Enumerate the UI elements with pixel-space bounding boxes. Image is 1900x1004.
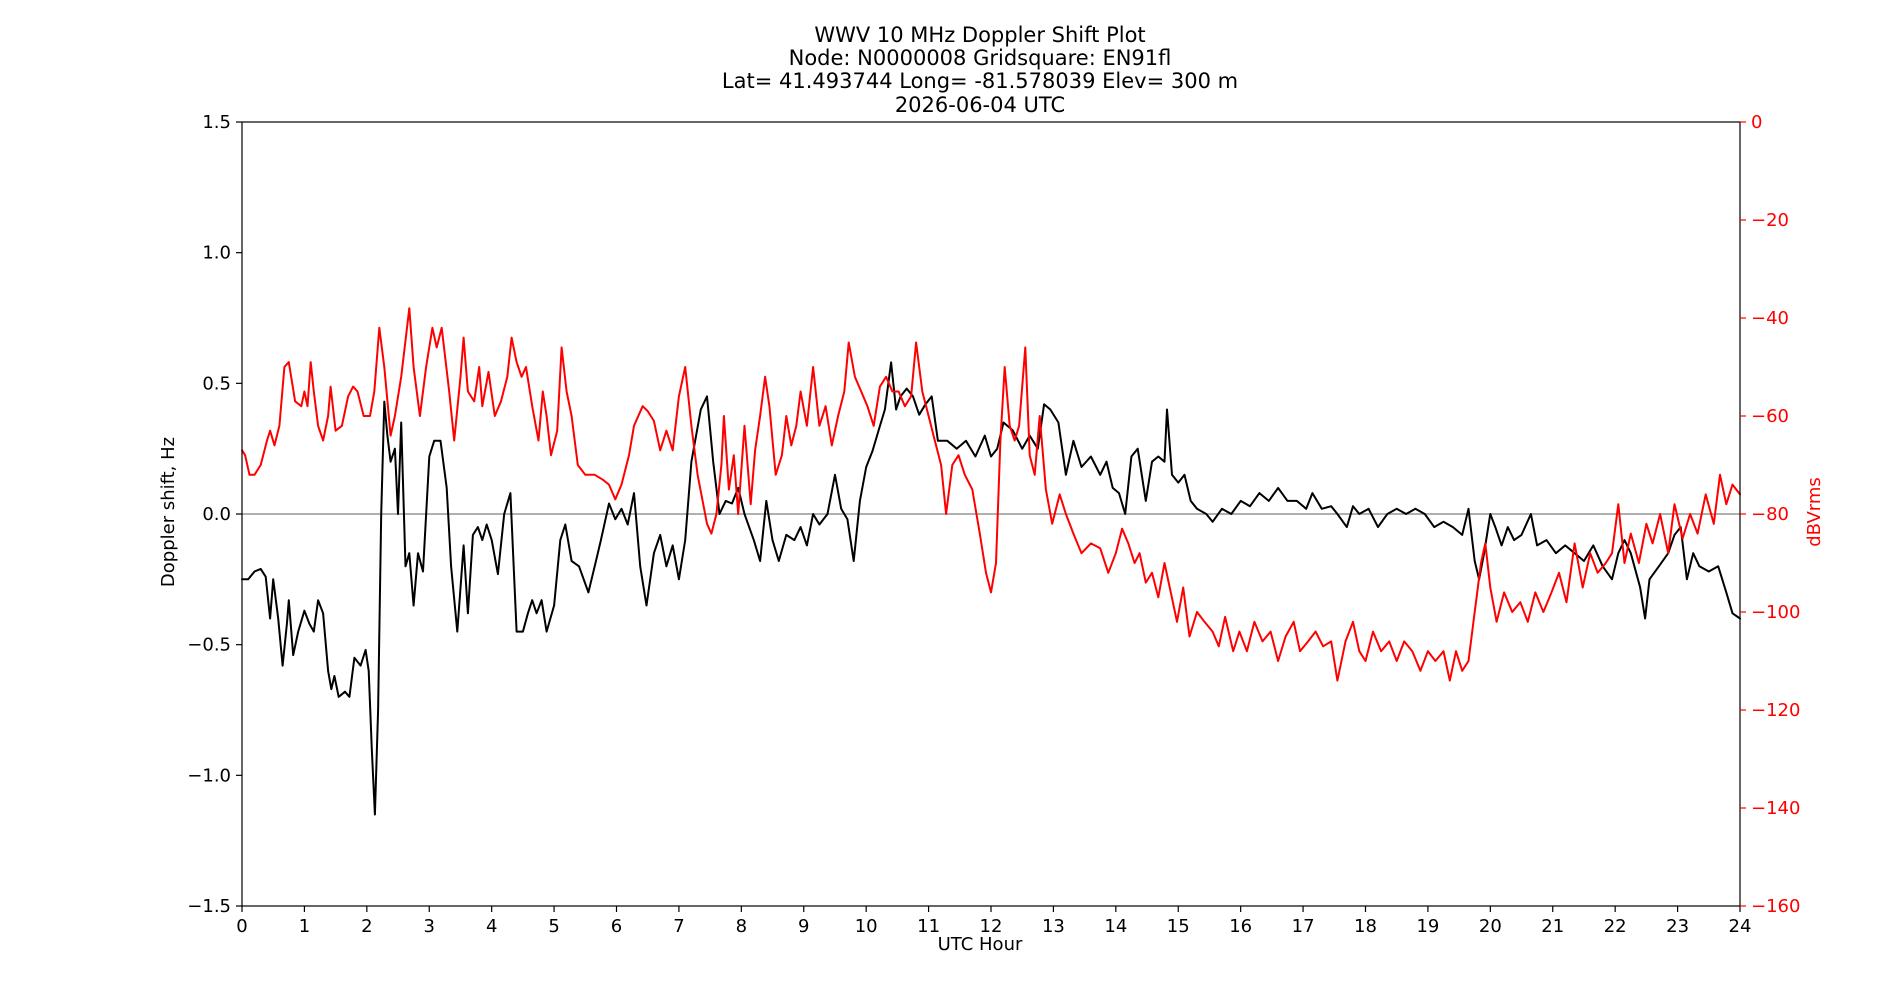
y-left-tick-label: 1.5 (202, 112, 231, 133)
x-tick-label: 7 (673, 916, 684, 937)
x-tick-label: 0 (236, 916, 247, 937)
x-tick-label: 18 (1354, 916, 1377, 937)
x-axis-ticks: 0 1 2 3 4 5 6 7 8 9 10 11 12 13 14 15 16 17 18 19 20 21 22 23 24 (236, 906, 1751, 937)
y-right-tick-label: −120 (1751, 700, 1800, 721)
x-tick-label: 16 (1229, 916, 1252, 937)
y-right-tick-label: −140 (1751, 798, 1800, 819)
x-tick-label: 13 (1042, 916, 1065, 937)
x-tick-label: 21 (1541, 916, 1564, 937)
y-right-tick-label: −160 (1751, 896, 1800, 917)
x-tick-label: 9 (798, 916, 809, 937)
x-tick-label: 10 (855, 916, 878, 937)
y-left-tick-label: 0.0 (202, 504, 231, 525)
y-right-tick-label: −100 (1751, 602, 1800, 623)
y-right-axis-ticks: 0 −20 −40 −60 −80 −100 −120 −140 −160 (1740, 112, 1800, 917)
y-left-tick-label: 0.5 (202, 373, 231, 394)
y-left-tick-label: 1.0 (202, 243, 231, 264)
x-tick-label: 24 (1729, 916, 1752, 937)
power-series-line (241, 307, 1741, 682)
x-tick-label: 1 (299, 916, 310, 937)
title-line-1: WWV 10 MHz Doppler Shift Plot (814, 23, 1145, 47)
y-right-tick-label: 0 (1751, 112, 1762, 133)
x-tick-label: 12 (980, 916, 1003, 937)
x-tick-label: 2 (361, 916, 372, 937)
y-right-tick-label: −20 (1751, 210, 1789, 231)
y-left-tick-label: −1.0 (187, 765, 231, 786)
doppler-series-line (241, 361, 1741, 816)
x-tick-label: 17 (1292, 916, 1315, 937)
title-line-4: 2026-06-04 UTC (895, 93, 1065, 117)
chart-title: WWV 10 MHz Doppler Shift Plot Node: N000… (722, 23, 1238, 117)
y-right-axis-label: dBVrms (1804, 477, 1825, 547)
x-tick-label: 19 (1416, 916, 1439, 937)
x-tick-label: 22 (1604, 916, 1627, 937)
x-tick-label: 20 (1479, 916, 1502, 937)
y-left-axis-label: Doppler shift, Hz (158, 437, 179, 587)
x-tick-label: 11 (917, 916, 940, 937)
y-right-tick-label: −40 (1751, 308, 1789, 329)
title-line-3: Lat= 41.493744 Long= -81.578039 Elev= 30… (722, 69, 1238, 93)
x-tick-label: 3 (424, 916, 435, 937)
x-tick-label: 23 (1666, 916, 1689, 937)
y-right-tick-label: −60 (1751, 406, 1789, 427)
x-tick-label: 5 (548, 916, 559, 937)
y-left-tick-label: −0.5 (187, 635, 231, 656)
title-line-2: Node: N0000008 Gridsquare: EN91fl (789, 46, 1172, 70)
y-left-tick-label: −1.5 (187, 896, 231, 917)
x-tick-label: 8 (736, 916, 747, 937)
x-tick-label: 15 (1167, 916, 1190, 937)
x-tick-label: 6 (611, 916, 622, 937)
y-right-tick-label: −80 (1751, 504, 1789, 525)
y-left-axis-ticks: 1.5 1.0 0.5 0.0 −0.5 −1.0 −1.5 (187, 112, 242, 917)
x-tick-label: 4 (486, 916, 497, 937)
x-axis-label: UTC Hour (938, 934, 1023, 955)
series-group (241, 307, 1741, 816)
x-tick-label: 14 (1104, 916, 1127, 937)
